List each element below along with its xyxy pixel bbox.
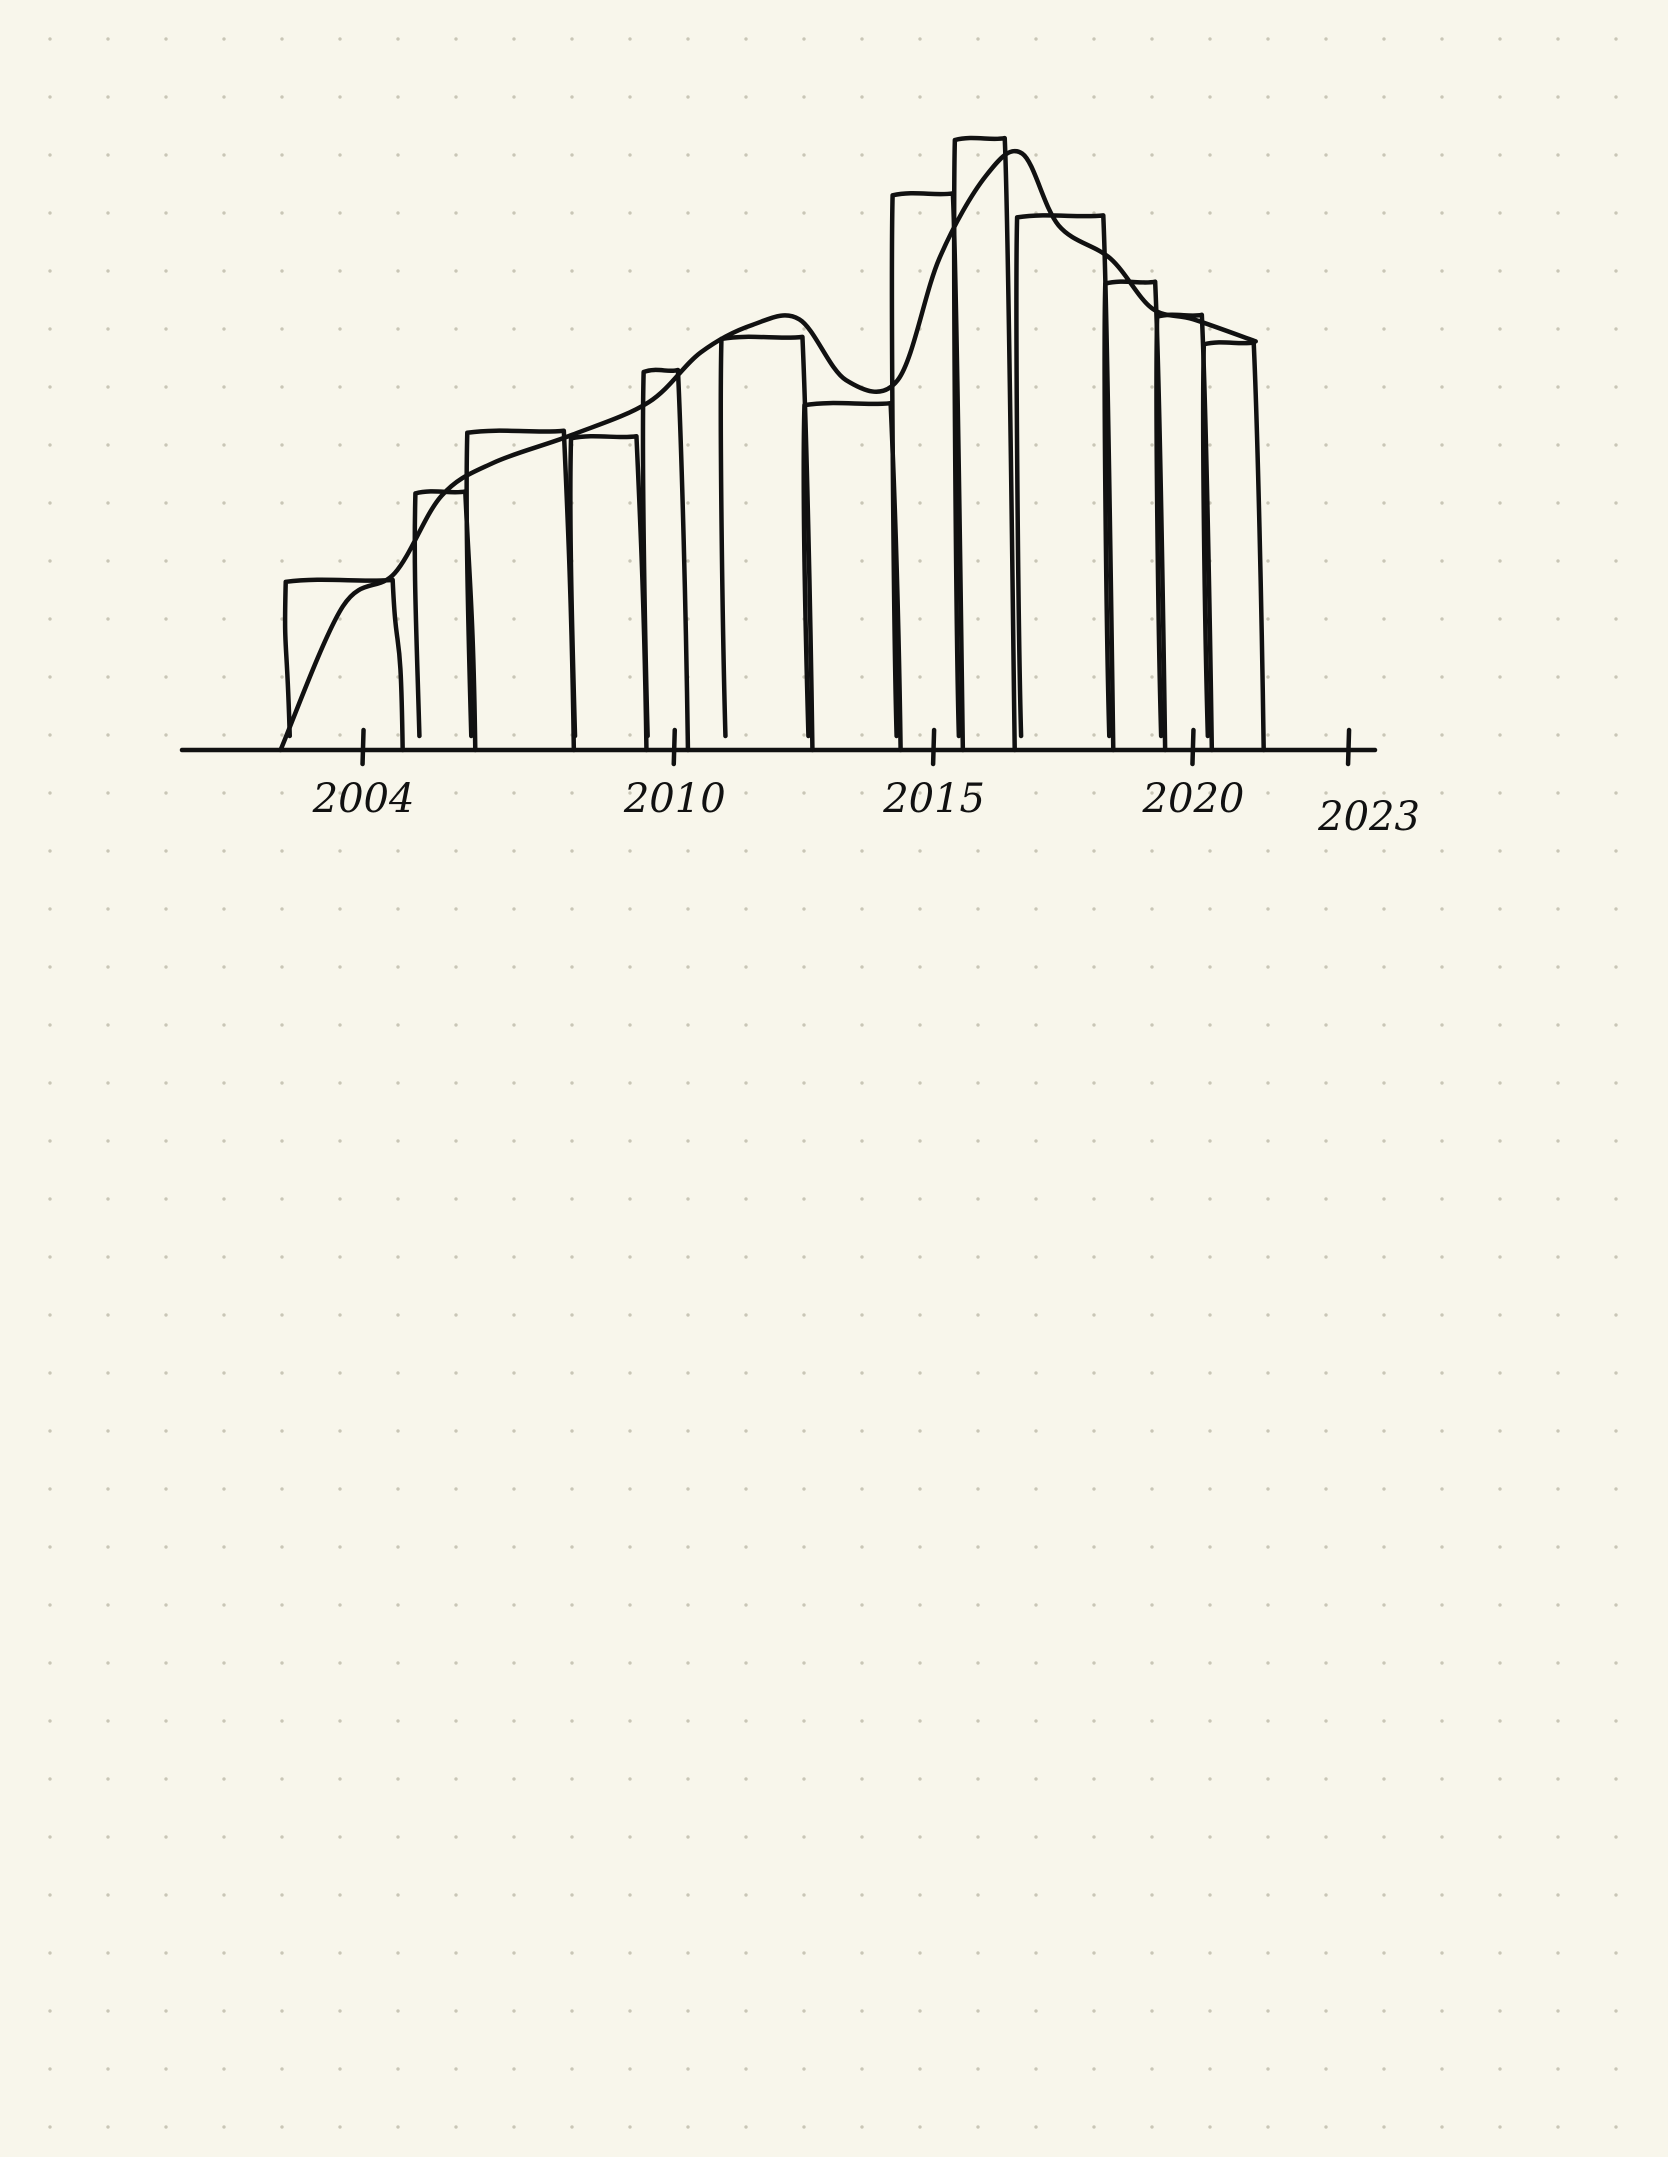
x-tick-mark-2010 [671,727,678,767]
x-tick-mark-2015 [930,727,937,767]
bar-1 [282,577,405,753]
trend-line [278,148,1258,753]
bar-8 [889,191,966,753]
x-tick-label-2023: 2023 [1317,794,1420,840]
bars-layer [282,135,1266,753]
x-tick-mark-2023 [1345,727,1352,767]
bar-6 [718,334,815,753]
bar-13 [1200,340,1266,753]
x-tick-label-2020: 2020 [1142,776,1245,822]
bar-5 [640,367,691,753]
bar-10 [1014,213,1116,753]
bar-9 [951,135,1017,753]
x-tick-label-2015: 2015 [882,776,985,822]
x-tick-label-2010: 2010 [623,776,726,822]
x-tick-mark-2004 [360,727,366,767]
bar-4 [568,433,649,753]
ticks-layer: 2004 2010 2015 2020 2023 [312,727,1420,840]
x-tick-mark-2020 [1190,727,1196,767]
bar-3 [464,428,577,753]
x-tick-label-2004: 2004 [312,776,415,822]
bar-7 [801,400,903,753]
